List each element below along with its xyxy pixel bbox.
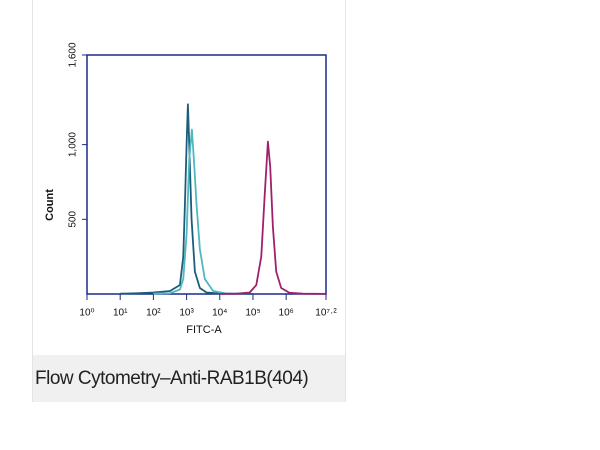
y-tick-label: 1,000 xyxy=(68,132,79,157)
histogram-line xyxy=(219,140,326,295)
x-tick-label: 10¹ xyxy=(113,308,128,319)
x-tick-label: 10³ xyxy=(179,308,194,319)
plot-frame xyxy=(86,54,327,295)
x-tick-label: 10⁰ xyxy=(79,308,94,319)
x-axis-label: FITC-A xyxy=(186,324,222,336)
x-tick-label: 10⁶ xyxy=(279,308,294,319)
y-tick-label: 1,600 xyxy=(68,42,79,67)
y-axis-label: Count xyxy=(44,189,56,221)
x-tick-label: 10⁴ xyxy=(212,308,227,319)
histogram-line xyxy=(120,103,253,295)
y-tick-label: 500 xyxy=(68,211,79,228)
x-tick-label: 10⁷·² xyxy=(315,308,337,319)
x-tick-label: 10² xyxy=(146,308,161,319)
chart: FITC-A Count 500 1,000 1,600 10⁰ 10¹ 10² 10³ 10… xyxy=(44,42,337,336)
x-tick-label: 10⁵ xyxy=(245,308,260,319)
figure-card: Flow Cytometry–Anti-RAB1B(404) xyxy=(32,0,346,402)
caption: Flow Cytometry–Anti-RAB1B(404) xyxy=(33,355,345,402)
histogram-line xyxy=(153,128,227,295)
